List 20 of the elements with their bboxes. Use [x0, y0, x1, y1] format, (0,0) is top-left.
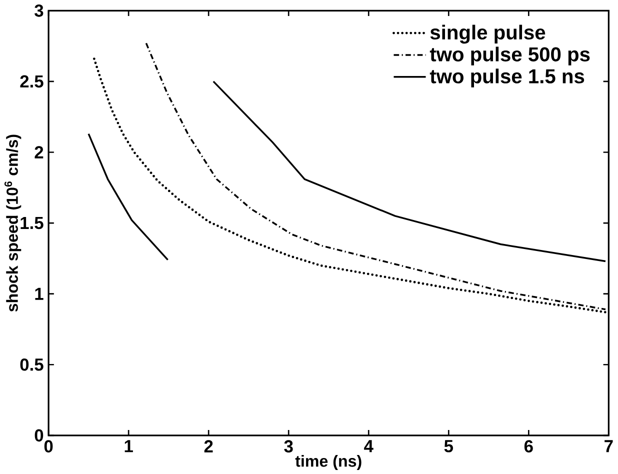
- x-tick-label: 6: [524, 440, 533, 452]
- legend-label: two pulse 1.5 ns: [430, 68, 584, 88]
- legend-label: single pulse: [430, 24, 546, 44]
- y-tick-label: 3: [34, 4, 44, 17]
- y-tick-label: 2: [34, 146, 44, 158]
- x-axis-title: time (ns): [295, 454, 362, 470]
- y-axis-title: shock speed (10$^{6}$ cm/s): [4, 134, 22, 312]
- x-tick-label: 7: [604, 440, 613, 452]
- y-tick-label: 0: [34, 429, 44, 442]
- y-tick-label: 2.5: [20, 75, 44, 88]
- x-tick-label: 4: [364, 440, 374, 452]
- x-tick-label: 2: [204, 440, 213, 452]
- x-tick-label: 0: [44, 440, 53, 452]
- x-tick-label: 1: [124, 440, 133, 452]
- legend-label: two pulse 500 ps: [430, 46, 590, 66]
- x-tick-label: 3: [284, 440, 293, 452]
- y-tick-label: 1.5: [20, 216, 44, 229]
- y-tick-label: 1: [35, 288, 44, 300]
- y-tick-label: 0.5: [20, 358, 44, 371]
- x-tick-label: 5: [444, 440, 454, 452]
